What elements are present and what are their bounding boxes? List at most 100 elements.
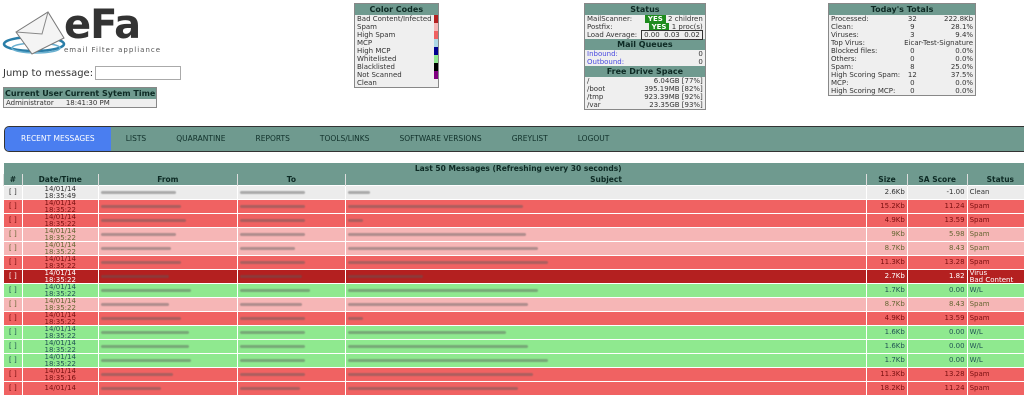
message-from[interactable]	[97, 367, 238, 382]
message-subject[interactable]	[344, 213, 867, 228]
column-header-sa-score[interactable]: SA Score	[906, 174, 968, 186]
message-row[interactable]: [ ] 14/01/14 18:35:22 1.6Kb 0.00 W/L	[3, 325, 1024, 340]
message-from[interactable]	[97, 213, 238, 228]
message-subject[interactable]	[344, 367, 867, 382]
column-header-subject[interactable]: Subject	[344, 174, 867, 186]
message-to[interactable]	[237, 353, 346, 368]
row-select[interactable]: [ ]	[3, 255, 23, 270]
message-to[interactable]	[237, 297, 346, 312]
message-row[interactable]: [ ] 14/01/14 18.2Kb 11.24 Spam	[3, 381, 1024, 395]
message-from[interactable]	[97, 185, 238, 200]
row-select[interactable]: [ ]	[3, 269, 23, 284]
message-row[interactable]: [ ] 14/01/14 18:35:22 4.9Kb 13.59 Spam	[3, 311, 1024, 326]
message-from[interactable]	[97, 339, 238, 354]
message-subject[interactable]	[344, 241, 867, 256]
message-from[interactable]	[97, 199, 238, 214]
row-select[interactable]: [ ]	[3, 297, 23, 312]
message-subject[interactable]	[344, 255, 867, 270]
nav-recent-messages[interactable]: RECENT MESSAGES	[5, 127, 111, 151]
message-row[interactable]: [ ] 14/01/14 18:35:22 1.7Kb 0.00 W/L	[3, 353, 1024, 368]
nav-tools-links[interactable]: TOOLS/LINKS	[319, 134, 370, 143]
column-header-from[interactable]: From	[97, 174, 238, 186]
message-to[interactable]	[237, 339, 346, 354]
message-subject[interactable]	[344, 199, 867, 214]
column-header-#[interactable]: #	[3, 174, 23, 186]
message-from[interactable]	[97, 353, 238, 368]
message-from[interactable]	[97, 311, 238, 326]
message-subject[interactable]	[344, 185, 867, 200]
message-to[interactable]	[237, 325, 346, 340]
column-header-to[interactable]: To	[237, 174, 346, 186]
row-select[interactable]: [ ]	[3, 241, 23, 256]
message-subject[interactable]	[344, 353, 867, 368]
row-select[interactable]: [ ]	[3, 381, 23, 395]
status-text: Spam	[969, 244, 990, 253]
column-header-date-time[interactable]: Date/Time	[21, 174, 99, 186]
message-subject[interactable]	[344, 227, 867, 242]
message-subject[interactable]	[344, 381, 867, 395]
nav-greylist[interactable]: GREYLIST	[511, 134, 548, 143]
message-subject[interactable]	[344, 283, 867, 298]
message-from[interactable]	[97, 297, 238, 312]
message-from[interactable]	[97, 227, 238, 242]
message-subject[interactable]	[344, 311, 867, 326]
message-subject[interactable]	[344, 325, 867, 340]
message-row[interactable]: [ ] 14/01/14 18:35:22 8.7Kb 8.43 Spam	[3, 297, 1024, 312]
message-to[interactable]	[237, 241, 346, 256]
row-select[interactable]: [ ]	[3, 185, 23, 200]
color-code-row: Blacklisted	[355, 63, 439, 71]
message-to[interactable]	[237, 255, 346, 270]
inbound-count: 0	[698, 50, 703, 58]
message-row[interactable]: [ ] 14/01/14 18:35:16 11.3Kb 13.28 Spam	[3, 367, 1024, 382]
row-select[interactable]: [ ]	[3, 213, 23, 228]
message-row[interactable]: [ ] 14/01/14 18:35:22 11.3Kb 13.28 Spam	[3, 255, 1024, 270]
outbound-link[interactable]: Outbound:	[587, 58, 625, 66]
message-from[interactable]	[97, 269, 238, 284]
message-row[interactable]: [ ] 14/01/14 18:35:22 15.2Kb 11.24 Spam	[3, 199, 1024, 214]
nav-lists[interactable]: LISTS	[125, 134, 147, 143]
message-to[interactable]	[237, 367, 346, 382]
message-to[interactable]	[237, 227, 346, 242]
message-to[interactable]	[237, 269, 346, 284]
message-row[interactable]: [ ] 14/01/14 18:35:22 8.7Kb 8.43 Spam	[3, 241, 1024, 256]
message-subject[interactable]	[344, 339, 867, 354]
message-from[interactable]	[97, 325, 238, 340]
message-from[interactable]	[97, 241, 238, 256]
message-row[interactable]: [ ] 14/01/14 18:35:22 9Kb 5.98 Spam	[3, 227, 1024, 242]
message-to[interactable]	[237, 185, 346, 200]
row-select[interactable]: [ ]	[3, 311, 23, 326]
message-subject[interactable]	[344, 269, 867, 284]
message-from[interactable]	[97, 381, 238, 395]
row-select[interactable]: [ ]	[3, 199, 23, 214]
message-to[interactable]	[237, 381, 346, 395]
redacted-text	[240, 232, 306, 236]
row-select[interactable]: [ ]	[3, 283, 23, 298]
nav-software-versions[interactable]: SOFTWARE VERSIONS	[399, 134, 482, 143]
message-to[interactable]	[237, 283, 346, 298]
message-to[interactable]	[237, 199, 346, 214]
message-to[interactable]	[237, 213, 346, 228]
message-row[interactable]: [ ] 14/01/14 18:35:49 2.6Kb -1.00 Clean	[3, 185, 1024, 200]
message-subject[interactable]	[344, 297, 867, 312]
message-row[interactable]: [ ] 14/01/14 18:35:22 4.9Kb 13.59 Spam	[3, 213, 1024, 228]
message-time: 18:35:22	[44, 233, 76, 242]
message-row[interactable]: [ ] 14/01/14 18:35:22 1.6Kb 0.00 W/L	[3, 339, 1024, 354]
row-select[interactable]: [ ]	[3, 227, 23, 242]
redacted-text	[347, 246, 538, 250]
row-select[interactable]: [ ]	[3, 339, 23, 354]
column-header-size[interactable]: Size	[866, 174, 908, 186]
nav-reports[interactable]: REPORTS	[255, 134, 290, 143]
message-row[interactable]: [ ] 14/01/14 18:35:22 2.7Kb 1.82 Virus Bad Con…	[3, 269, 1024, 284]
jump-input[interactable]	[95, 66, 182, 80]
nav-quarantine[interactable]: QUARANTINE	[176, 134, 226, 143]
inbound-link[interactable]: Inbound:	[587, 50, 618, 58]
column-header-status[interactable]: Status	[966, 174, 1024, 186]
message-to[interactable]	[237, 311, 346, 326]
row-select[interactable]: [ ]	[3, 325, 23, 340]
row-select[interactable]: [ ]	[3, 367, 23, 382]
nav-logout[interactable]: LOGOUT	[577, 134, 610, 143]
message-from[interactable]	[97, 255, 238, 270]
message-row[interactable]: [ ] 14/01/14 18:35:22 1.7Kb 0.00 W/L	[3, 283, 1024, 298]
row-select[interactable]: [ ]	[3, 353, 23, 368]
message-from[interactable]	[97, 283, 238, 298]
